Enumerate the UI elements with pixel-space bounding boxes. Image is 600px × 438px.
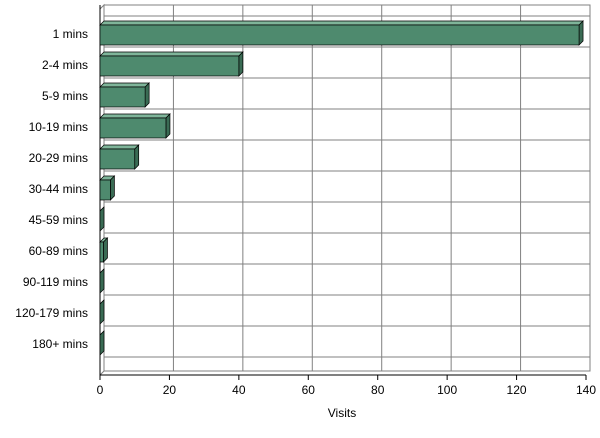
y-tick-label: 90-119 mins xyxy=(23,275,88,289)
bar-side xyxy=(110,175,115,201)
y-tick-label: 120-179 mins xyxy=(15,306,88,320)
bar-face xyxy=(99,86,146,108)
bar-face xyxy=(99,241,104,263)
y-tick-label: 30-44 mins xyxy=(29,182,88,196)
y-tick-label: 1 mins xyxy=(53,27,88,41)
bar-face xyxy=(99,117,167,139)
bar xyxy=(99,113,171,139)
bar-top xyxy=(99,113,171,119)
x-tick-label: 100 xyxy=(437,383,457,397)
x-tick-label: 20 xyxy=(163,383,177,397)
bar-side xyxy=(144,82,150,108)
y-tick-label: 5-9 mins xyxy=(42,89,88,103)
bar xyxy=(99,299,105,325)
bar-face xyxy=(99,148,136,170)
bar-side xyxy=(165,113,171,139)
bar-top xyxy=(99,51,244,57)
bar xyxy=(99,82,150,108)
y-tick-label: 60-89 mins xyxy=(29,244,88,258)
bar xyxy=(99,144,140,170)
bar-side xyxy=(99,206,105,232)
bar-face xyxy=(99,55,240,77)
y-tick-label: 180+ mins xyxy=(32,337,88,351)
bar xyxy=(99,51,244,77)
x-tick-label: 80 xyxy=(371,383,385,397)
bar xyxy=(99,175,116,201)
x-tick-label: 120 xyxy=(507,383,527,397)
bar-side xyxy=(99,268,105,294)
bar-top xyxy=(99,144,140,150)
bar-face xyxy=(99,179,111,201)
bar-side xyxy=(134,144,140,170)
bar-side xyxy=(103,237,108,263)
x-tick-label: 60 xyxy=(302,383,316,397)
bar-top xyxy=(99,20,584,26)
x-axis-label: Visits xyxy=(328,406,356,420)
x-tick-label: 40 xyxy=(232,383,246,397)
x-tick-label: 140 xyxy=(576,383,596,397)
y-tick-label: 20-29 mins xyxy=(29,151,88,165)
bar-side xyxy=(238,51,244,77)
bar xyxy=(99,20,584,46)
bar-face xyxy=(99,24,580,46)
bar xyxy=(99,330,105,356)
bar-side xyxy=(99,330,105,356)
bar xyxy=(99,268,105,294)
bar-top xyxy=(99,82,150,88)
bar-side xyxy=(578,20,584,46)
x-tick-label: 0 xyxy=(97,383,104,397)
y-tick-label: 10-19 mins xyxy=(29,120,88,134)
bar-side xyxy=(99,299,105,325)
y-tick-label: 2-4 mins xyxy=(42,58,88,72)
bar xyxy=(99,237,109,263)
bar xyxy=(99,206,105,232)
y-tick-label: 45-59 mins xyxy=(29,213,88,227)
